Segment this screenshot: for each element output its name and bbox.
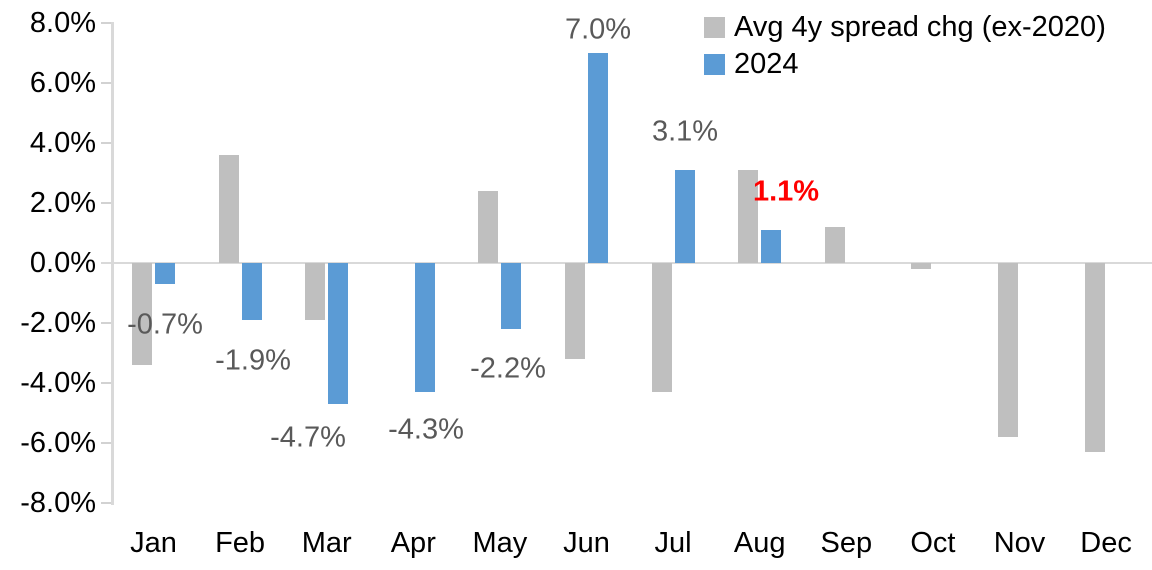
- y-axis-tick-label: 8.0%: [29, 7, 96, 39]
- x-axis-label-nov: Nov: [993, 527, 1046, 559]
- y-axis-tick-label: -2.0%: [20, 307, 96, 339]
- data-label-mar: -4.7%: [270, 421, 346, 454]
- y-axis-tick-mark: [101, 201, 111, 205]
- y-axis-tick-mark: [101, 321, 111, 325]
- bar-gray-avg-jan: [132, 263, 152, 365]
- bar-gray-avg-oct: [911, 263, 932, 269]
- x-axis-label-aug: Aug: [733, 527, 786, 559]
- legend-label-2024-series: 2024: [734, 48, 799, 80]
- blue-series-swatch-icon: [704, 53, 725, 75]
- y-axis-tick-mark: [101, 501, 111, 505]
- bar-gray-avg-sep: [824, 227, 845, 263]
- bar-gray-avg-feb: [218, 155, 239, 263]
- bar-blue-2024-may: [501, 263, 522, 329]
- y-axis-tick-mark: [101, 81, 111, 85]
- bar-gray-avg-aug: [738, 170, 759, 263]
- y-axis-tick-mark: [101, 21, 111, 25]
- zero-gridline: [101, 261, 1152, 265]
- data-label-jul: 3.1%: [651, 115, 719, 148]
- data-label-jun: 7.0%: [564, 13, 632, 46]
- y-axis-tick-mark: [101, 381, 111, 385]
- data-label-feb: -1.9%: [215, 344, 291, 377]
- y-axis-tick-mark: [101, 141, 111, 145]
- bar-gray-avg-may: [478, 191, 499, 263]
- y-axis-tick-label: -4.0%: [20, 367, 96, 399]
- bar-blue-2024-jan: [155, 263, 175, 284]
- bar-gray-avg-dec: [1084, 263, 1105, 452]
- x-axis-label-jul: Jul: [654, 527, 692, 559]
- bar-blue-2024-jul: [674, 170, 695, 263]
- bar-gray-avg-nov: [998, 263, 1018, 437]
- legend-item-2024-series: 2024: [704, 49, 1106, 79]
- bar-blue-2024-mar: [328, 263, 349, 404]
- x-axis-label-mar: Mar: [301, 527, 352, 559]
- y-axis-tick-label: 0.0%: [29, 247, 96, 279]
- bar-gray-avg-mar: [305, 263, 326, 320]
- data-label-jan: -0.7%: [127, 308, 203, 341]
- y-axis-tick-label: -8.0%: [20, 487, 96, 519]
- bar-gray-avg-jul: [651, 263, 672, 392]
- y-axis-tick-label: 2.0%: [29, 187, 96, 219]
- bar-blue-2024-feb: [241, 263, 262, 320]
- bar-blue-2024-aug: [761, 230, 782, 263]
- x-axis-label-sep: Sep: [820, 527, 873, 559]
- y-axis-tick-label: -6.0%: [20, 427, 96, 459]
- y-axis-tick-label: 4.0%: [29, 127, 96, 159]
- legend-item-avg-series: Avg 4y spread chg (ex-2020): [704, 12, 1106, 42]
- data-label-may: -2.2%: [470, 352, 546, 385]
- x-axis-label-apr: Apr: [390, 527, 436, 559]
- x-axis-label-oct: Oct: [910, 527, 956, 559]
- x-axis-label-feb: Feb: [215, 527, 266, 559]
- y-axis-tick-mark: [101, 441, 111, 445]
- data-label-aug: 1.1%: [752, 175, 820, 208]
- gray-series-swatch-icon: [704, 16, 725, 38]
- data-label-apr: -4.3%: [388, 413, 464, 446]
- x-axis-label-dec: Dec: [1080, 527, 1132, 559]
- legend: Avg 4y spread chg (ex-2020) 2024: [704, 12, 1106, 86]
- legend-label-avg-series: Avg 4y spread chg (ex-2020): [734, 11, 1106, 43]
- x-axis-label-jun: Jun: [563, 527, 610, 559]
- bar-blue-2024-jun: [588, 53, 608, 263]
- x-axis-label-jan: Jan: [130, 527, 177, 559]
- bar-gray-avg-jun: [565, 263, 585, 359]
- bar-blue-2024-apr: [414, 263, 435, 392]
- y-axis-tick-label: 6.0%: [29, 67, 96, 99]
- x-axis-label-may: May: [472, 527, 528, 559]
